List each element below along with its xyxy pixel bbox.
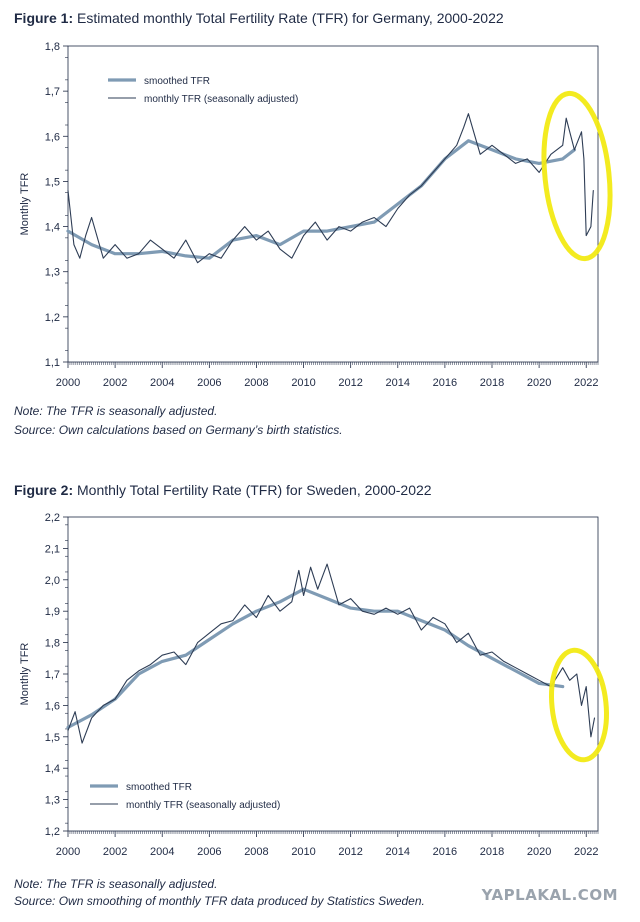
y-tick-label: 1,4 [45, 222, 60, 234]
figure-1-title: Figure 1: Estimated monthly Total Fertil… [14, 10, 504, 26]
y-tick-label: 1,8 [45, 41, 60, 53]
monthly-tfr-line [67, 113, 594, 264]
x-tick-label: 2004 [150, 377, 174, 389]
x-tick-label: 2004 [150, 846, 174, 858]
x-tick-label: 2008 [244, 846, 268, 858]
x-tick-label: 2002 [103, 846, 127, 858]
x-tick-label: 2012 [338, 846, 362, 858]
highlight-circle [549, 647, 609, 763]
y-tick-label: 2,0 [45, 575, 60, 587]
x-tick-label: 2010 [291, 377, 315, 389]
smoothed-tfr-line [66, 587, 565, 729]
watermark: YAPLAKAL.COM [481, 886, 618, 904]
legend-label: smoothed TFR [144, 76, 210, 87]
y-axis-title: Monthly TFR [19, 173, 31, 236]
y-tick-label: 1,2 [45, 826, 60, 838]
y-tick-label: 1,5 [45, 176, 60, 188]
y-axis-title: Monthly TFR [19, 643, 31, 706]
y-tick-label: 2,2 [45, 512, 60, 524]
x-tick-label: 2018 [480, 377, 504, 389]
x-tick-label: 2012 [338, 377, 362, 389]
x-tick-label: 2010 [291, 846, 315, 858]
y-tick-label: 1,8 [45, 638, 60, 650]
y-tick-label: 2,1 [45, 543, 60, 555]
y-tick-label: 1,1 [45, 357, 60, 369]
x-tick-label: 2002 [103, 377, 127, 389]
x-tick-label: 2016 [433, 846, 457, 858]
y-tick-label: 1,2 [45, 312, 60, 324]
figure-1-chart: 1,1 1,2 1,3 1,4 1,5 1,6 1,7 1,8 2000 2002 2004 2006… [19, 41, 613, 389]
figure-2-title: Figure 2: Monthly Total Fertility Rate (… [14, 482, 432, 498]
y-tick-label: 1,6 [45, 700, 60, 712]
figure-2-chart: 1,2 1,3 1,4 1,5 1,6 1,7 1,8 1,9 2,0 2,1 2,2 2000 200… [19, 512, 609, 858]
figure-2-note: Note: The TFR is seasonally adjusted. [14, 877, 218, 891]
highlight-circle [541, 90, 613, 262]
x-tick-label: 2006 [197, 377, 221, 389]
smoothed-tfr-line [66, 139, 577, 260]
y-tick-label: 1,7 [45, 86, 60, 98]
x-tick-label: 2020 [527, 846, 551, 858]
figure-2-title-text: Monthly Total Fertility Rate (TFR) for S… [77, 482, 432, 498]
y-tick-label: 1,7 [45, 669, 60, 681]
figure-1-label: Figure 1: [14, 10, 74, 26]
y-tick-label: 1,3 [45, 267, 60, 279]
monthly-tfr-line [67, 563, 596, 744]
x-tick-label: 2018 [480, 846, 504, 858]
x-tick-label: 2020 [527, 377, 551, 389]
figure-1-title-text: Estimated monthly Total Fertility Rate (… [77, 10, 504, 26]
figure-1-note: Note: The TFR is seasonally adjusted. [14, 404, 218, 418]
figure-2-label: Figure 2: [14, 482, 74, 498]
x-tick-label: 2022 [574, 377, 598, 389]
y-tick-label: 1,4 [45, 763, 60, 775]
x-tick-label: 2006 [197, 846, 221, 858]
y-tick-label: 1,6 [45, 131, 60, 143]
y-tick-label: 1,5 [45, 732, 60, 744]
figure-1-source: Source: Own calculations based on German… [14, 423, 343, 437]
legend-label: monthly TFR (seasonally adjusted) [126, 800, 280, 811]
x-tick-label: 2008 [244, 377, 268, 389]
figure-2-source: Source: Own smoothing of monthly TFR dat… [14, 894, 425, 908]
legend-label: monthly TFR (seasonally adjusted) [144, 94, 298, 105]
x-tick-label: 2022 [574, 846, 598, 858]
x-tick-label: 2000 [56, 377, 80, 389]
y-tick-label: 1,3 [45, 795, 60, 807]
legend-label: smoothed TFR [126, 782, 192, 793]
x-tick-label: 2016 [433, 377, 457, 389]
x-tick-label: 2000 [56, 846, 80, 858]
x-tick-label: 2014 [386, 377, 410, 389]
x-tick-label: 2014 [386, 846, 410, 858]
y-tick-label: 1,9 [45, 606, 60, 618]
